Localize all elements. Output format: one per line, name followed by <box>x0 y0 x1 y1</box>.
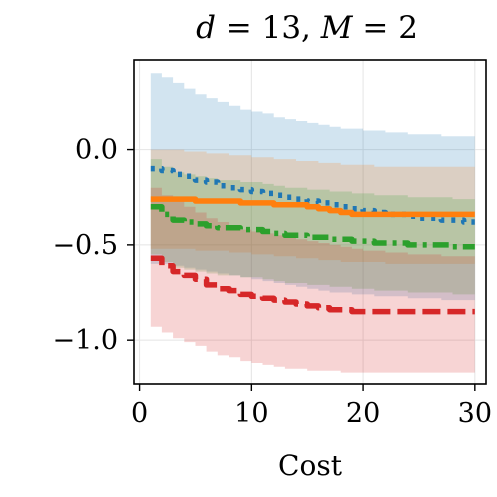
title-eq-1: = 13, <box>216 10 321 46</box>
series-3-line <box>150 204 475 250</box>
grid-layer <box>134 60 486 384</box>
x-tick-label: 10 <box>234 398 268 429</box>
title-var-d: d <box>196 10 216 46</box>
tick-layer: 0 10 20 30 0.0 −0.5 −1.0 <box>52 135 492 429</box>
series-4-band <box>150 187 475 373</box>
series-4-line <box>150 255 475 315</box>
x-tick-label: 20 <box>346 398 380 429</box>
line-layer <box>150 165 475 315</box>
title-eq-2: = 2 <box>353 10 418 46</box>
y-tick-label: −1.0 <box>52 325 118 356</box>
y-tick-label: 0.0 <box>75 135 118 166</box>
series-3-band <box>150 159 475 295</box>
x-tick-label: 0 <box>131 398 148 429</box>
y-tick-label: −0.5 <box>52 230 118 261</box>
series-1-line <box>150 165 475 225</box>
x-axis-label: Cost <box>278 449 343 482</box>
title-var-m: M <box>320 10 354 46</box>
series-2-line <box>150 196 475 218</box>
chart-title: d = 13, M = 2 <box>196 10 418 46</box>
x-tick-label: 30 <box>458 398 492 429</box>
axes-frame <box>133 59 487 385</box>
